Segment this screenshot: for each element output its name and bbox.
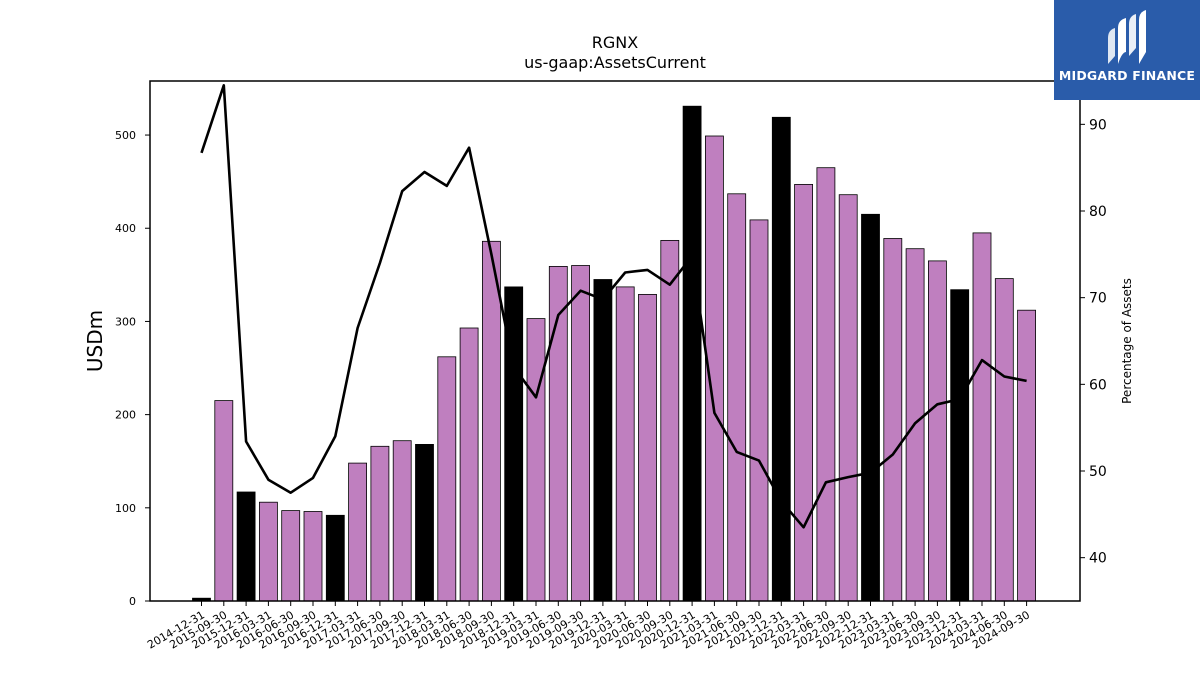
- y-tick-label: 100: [115, 502, 136, 515]
- bar: [325, 514, 345, 602]
- y2-tick-label: 80: [1089, 204, 1107, 220]
- bar: [593, 279, 613, 602]
- bar: [392, 440, 412, 602]
- bar: [437, 356, 457, 602]
- y-axis-label: USDm: [83, 310, 107, 372]
- bar: [838, 194, 858, 602]
- bar: [638, 293, 657, 602]
- logo-mark-icon: [1108, 10, 1146, 64]
- bar: [950, 289, 970, 602]
- x-axis: 2014-12-312015-09-302015-12-312016-03-31…: [145, 601, 1032, 652]
- y-tick-label: 400: [115, 222, 136, 235]
- bar: [258, 501, 278, 602]
- line-group: [200, 84, 1027, 529]
- y-tick-label: 500: [115, 129, 136, 142]
- y2-axis: 40 50 60 70 80 90: [1080, 117, 1107, 567]
- chart-subtitle: us-gaap:AssetsCurrent: [524, 53, 706, 72]
- y2-tick-label: 70: [1089, 291, 1107, 307]
- bar: [526, 318, 546, 602]
- bar: [303, 511, 323, 602]
- bar: [883, 238, 903, 602]
- bar: [236, 491, 256, 602]
- bar: [749, 219, 769, 602]
- chart-title: RGNX: [592, 33, 638, 52]
- bar: [816, 167, 836, 602]
- bar: [682, 105, 702, 602]
- brand-logo: MIDGARD FINANCE: [1054, 0, 1200, 100]
- bar: [370, 445, 390, 602]
- y-tick-label: 0: [129, 595, 136, 608]
- bar: [660, 239, 680, 602]
- bar: [861, 213, 880, 602]
- y-tick-label: 200: [115, 409, 136, 422]
- bar: [459, 327, 479, 602]
- y2-tick-label: 90: [1089, 117, 1107, 133]
- y2-tick-label: 50: [1089, 464, 1107, 480]
- y2-axis-label: Percentage of Assets: [1120, 278, 1134, 404]
- bar: [972, 232, 992, 602]
- bar: [928, 260, 947, 602]
- bar: [281, 510, 301, 602]
- y-axis: 0 100 200 300 400 500: [115, 129, 150, 608]
- bar: [481, 240, 501, 602]
- logo-text: MIDGARD FINANCE: [1058, 68, 1196, 83]
- y-tick-label: 300: [115, 315, 136, 328]
- bar: [794, 183, 813, 602]
- bar: [994, 278, 1014, 602]
- series-line: [200, 84, 1027, 529]
- bar: [727, 193, 747, 602]
- bars-group: [192, 105, 1036, 602]
- bar: [771, 116, 791, 602]
- bar: [348, 462, 368, 602]
- bar: [415, 443, 434, 602]
- bar: [615, 286, 635, 602]
- y2-tick-label: 40: [1089, 551, 1107, 567]
- y2-tick-label: 60: [1089, 377, 1107, 393]
- plot-frame: [149, 80, 1081, 602]
- bar: [214, 400, 234, 602]
- bar: [1017, 309, 1036, 602]
- bar: [571, 265, 590, 602]
